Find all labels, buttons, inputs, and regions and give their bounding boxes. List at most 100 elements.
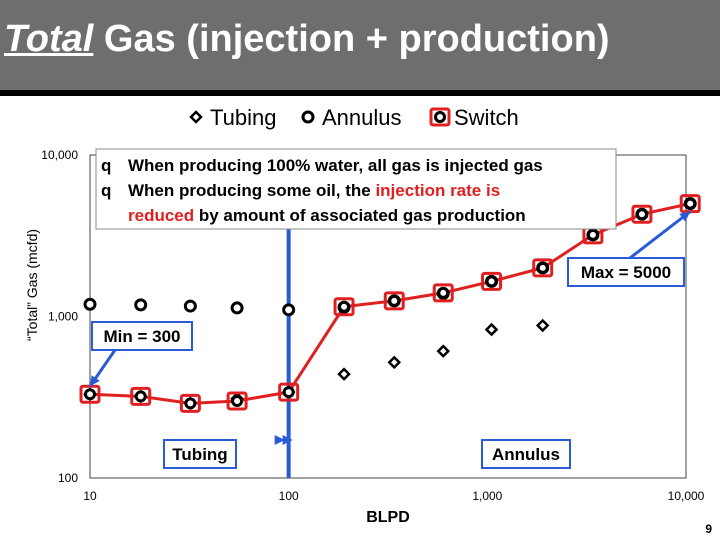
circle-marker [134, 390, 147, 403]
circle-marker [388, 294, 401, 307]
square-marker [481, 271, 503, 291]
max-callout-text: Max = 5000 [581, 263, 671, 282]
square-marker [278, 382, 300, 402]
diamond-marker [436, 344, 451, 358]
x-tick-label: 10 [83, 489, 97, 503]
legend-tubing-label: Tubing [210, 105, 276, 130]
annulus-point [282, 303, 296, 317]
annulus-point [134, 298, 148, 312]
note-text: reduced [128, 206, 194, 225]
circle-marker [338, 300, 351, 313]
annulus-point [230, 301, 244, 315]
note-line: When producing 100% water, all gas is in… [128, 156, 543, 175]
x-tick-label: 1,000 [472, 489, 502, 503]
circle-marker [586, 228, 599, 241]
square-marker [432, 283, 454, 303]
legend-annulus-marker [301, 110, 315, 124]
note-bullet: q [101, 181, 111, 200]
max-callout-pointer [629, 210, 692, 260]
tubing-point [436, 344, 451, 358]
square-marker [226, 391, 248, 411]
circle-marker [231, 394, 244, 407]
note-text: When producing 100% water, all gas is in… [128, 156, 543, 175]
square-marker [179, 393, 201, 413]
annulus-callout-arrowhead [282, 435, 293, 445]
note-line: When producing some oil, the injection r… [128, 181, 500, 200]
title-highlight: Total [4, 18, 94, 60]
circle-marker [134, 298, 148, 312]
circle-marker [184, 397, 197, 410]
note-text: by amount of associated gas production [194, 206, 526, 225]
circle-marker [485, 275, 498, 288]
max-callout-arrowhead [679, 211, 691, 222]
slide-title-bar: Total Gas (injection + production) [0, 0, 720, 90]
circle-marker [437, 286, 450, 299]
max-callout-box [567, 257, 685, 287]
square-marker [532, 258, 554, 278]
note-text: injection rate is [375, 181, 500, 200]
switch-point [631, 204, 653, 224]
note-text: When producing some oil, the [128, 181, 375, 200]
tubing-point [337, 367, 351, 381]
y-tick-label: 100 [58, 471, 78, 485]
title-rest: Gas (injection + production) [103, 18, 610, 60]
min-callout-arrowhead [90, 375, 100, 387]
switch-point [582, 225, 604, 245]
switch-point [278, 382, 300, 402]
square-marker [130, 386, 152, 406]
tubing-point [484, 322, 499, 337]
x-tick-label: 10,000 [668, 489, 705, 503]
diamond-marker [387, 355, 402, 370]
switch-point [481, 271, 503, 291]
square-marker [383, 291, 405, 311]
diamond-marker [337, 367, 351, 381]
diamond-marker [189, 110, 203, 124]
circle-marker [282, 303, 296, 317]
circle-marker [183, 299, 197, 313]
circle-marker [635, 208, 648, 221]
switch-point [383, 291, 405, 311]
tubing-callout-box [163, 439, 237, 469]
y-axis-label: “Total” Gas (mcfd) [24, 229, 40, 341]
switch-point [226, 391, 248, 411]
annulus-callout-text: Annulus [492, 445, 560, 464]
legend-tubing-marker [189, 110, 203, 124]
switch-point [79, 384, 101, 404]
page-number: 9 [705, 522, 712, 536]
min-callout-box [91, 321, 193, 351]
switch-point [532, 258, 554, 278]
annulus-point [183, 299, 197, 313]
x-axis-label: BLPD [366, 509, 410, 526]
square-marker [631, 204, 653, 224]
note-bullet: q [101, 156, 111, 175]
legend-switch-label: Switch [454, 105, 519, 130]
circle-marker [684, 197, 697, 210]
slide-title: Total Gas (injection + production) [4, 18, 610, 61]
tubing-callout-arrowhead [274, 435, 285, 445]
tubing-point [535, 318, 550, 333]
title-divider [0, 90, 720, 96]
notes-box [95, 148, 617, 230]
switch-point [179, 393, 201, 413]
y-tick-label: 10,000 [41, 148, 78, 162]
circle-marker [301, 110, 315, 124]
circle-marker [230, 301, 244, 315]
circle-marker [536, 261, 549, 274]
circle-marker [83, 297, 97, 311]
switch-point [333, 297, 355, 317]
tubing-callout-text: Tubing [172, 445, 227, 464]
square-marker [429, 107, 451, 127]
tubing-point [387, 355, 402, 370]
x-tick-label: 100 [279, 489, 299, 503]
circle-marker [84, 388, 96, 401]
switch-point [432, 283, 454, 303]
legend-switch-marker [429, 107, 451, 127]
min-callout-text: Min = 300 [103, 327, 180, 346]
diamond-marker [535, 318, 550, 333]
circle-marker [282, 386, 295, 399]
circle-marker [434, 111, 446, 123]
diamond-marker [484, 322, 499, 337]
legend-annulus-label: Annulus [322, 105, 402, 130]
note-line: reduced by amount of associated gas prod… [128, 206, 526, 225]
